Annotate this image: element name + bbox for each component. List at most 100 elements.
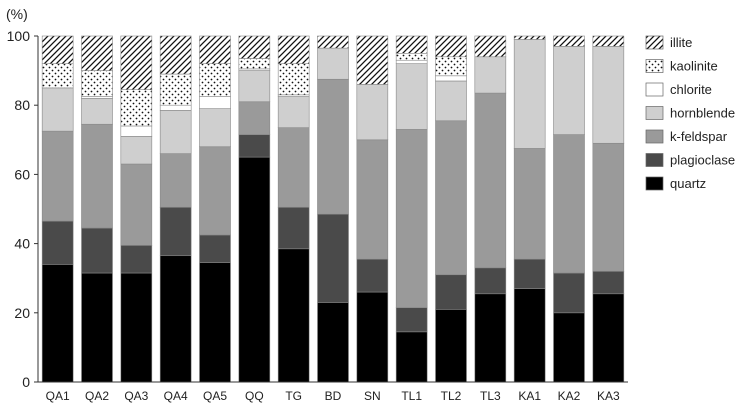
legend-swatch-k-feldspar [645, 129, 664, 144]
legend-swatch-plagioclase [645, 153, 664, 167]
bar-k-feldspar-QA3 [120, 163, 153, 246]
bar-k-feldspar-QA2 [81, 123, 113, 229]
x-tick-label: TG [285, 389, 302, 403]
bar-illite-SN [356, 35, 389, 85]
x-tick-label: KA3 [597, 389, 620, 403]
bar-k-feldspar-TL2 [435, 120, 467, 276]
bar-k-feldspar-QQ [238, 101, 271, 135]
x-tick-label: QA2 [85, 389, 109, 403]
bar-plagioclase-KA2 [553, 272, 585, 314]
bar-illite-QA3 [120, 35, 153, 90]
bar-hornblende-QA2 [81, 97, 113, 125]
bar-k-feldspar-QA5 [199, 146, 231, 236]
legend-label-quartz: quartz [670, 176, 706, 191]
legend: illite kaolinite chlorite hornblende k-felds… [645, 35, 735, 191]
bar-k-feldspar-TG [277, 127, 310, 208]
bar-kaolinite-TL1 [395, 52, 428, 61]
bar-quartz-QA4 [159, 255, 192, 383]
bar-hornblende-QA1 [41, 87, 74, 132]
bar-illite-QA4 [159, 35, 192, 75]
bar-plagioclase-TL3 [474, 267, 507, 295]
bar-chlorite-QA4 [159, 104, 192, 111]
bar-hornblende-TL3 [474, 56, 507, 94]
bar-quartz-KA2 [553, 312, 585, 383]
legend-swatch-chlorite [645, 82, 664, 97]
x-tick-label: KA1 [518, 389, 541, 403]
bar-plagioclase-QQ [238, 134, 271, 158]
bar-quartz-QA5 [199, 262, 231, 383]
bar-chlorite-TL1 [395, 59, 428, 64]
bar-plagioclase-KA3 [592, 270, 625, 295]
bar-quartz-QQ [238, 156, 271, 383]
bar-quartz-QA3 [120, 272, 153, 383]
x-tick-label: QA3 [124, 389, 148, 403]
y-axis-unit-label: (%) [6, 6, 28, 22]
x-tick-label: QA1 [46, 389, 70, 403]
bar-hornblende-TL2 [435, 80, 467, 122]
bar-kaolinite-QA2 [81, 70, 113, 97]
x-tick-label: TL1 [401, 389, 422, 403]
bar-kaolinite-QA5 [199, 63, 231, 97]
bar-hornblende-TL1 [395, 63, 428, 130]
y-tick-label: 0 [22, 374, 30, 390]
bar-illite-KA2 [553, 35, 585, 47]
bar-k-feldspar-KA3 [592, 142, 625, 272]
bar-quartz-KA1 [513, 288, 546, 383]
bar-hornblende-QA4 [159, 110, 192, 154]
x-tick-label: TL2 [441, 389, 462, 403]
legend-label-k-feldspar: k-feldspar [670, 129, 728, 144]
bar-hornblende-KA1 [513, 39, 546, 149]
bar-illite-KA3 [592, 35, 625, 47]
bar-plagioclase-TL1 [395, 307, 428, 333]
bar-quartz-QA1 [41, 264, 74, 383]
bar-k-feldspar-TL1 [395, 129, 428, 308]
x-tick-label: SN [364, 389, 381, 403]
bar-plagioclase-QA5 [199, 234, 231, 263]
bar-quartz-TG [277, 248, 310, 383]
legend-label-illite: illite [670, 35, 692, 50]
bar-illite-TL2 [435, 35, 467, 58]
bar-plagioclase-BD [317, 213, 349, 303]
bar-plagioclase-QA3 [120, 245, 153, 274]
bar-plagioclase-KA1 [513, 258, 546, 289]
bar-illite-QQ [238, 35, 271, 59]
bar-kaolinite-QA3 [120, 89, 153, 127]
bar-k-feldspar-BD [317, 78, 349, 215]
bar-chlorite-QA5 [199, 96, 231, 109]
bar-illite-BD [317, 35, 349, 49]
y-tick-label: 80 [14, 97, 30, 113]
x-tick-label: KA2 [558, 389, 581, 403]
bar-plagioclase-QA2 [81, 227, 113, 274]
bar-plagioclase-SN [356, 258, 389, 293]
bar-quartz-SN [356, 291, 389, 383]
x-tick-label: BD [325, 389, 342, 403]
axes-layer: QA1 QA2 QA3 QA4 QA5 QQ TG BD SN TL1 TL2 TL3 KA1 KA2 KA… [7, 28, 628, 403]
bar-kaolinite-TG [277, 63, 310, 96]
bar-quartz-TL2 [435, 309, 467, 383]
bar-k-feldspar-KA2 [553, 134, 585, 274]
bar-hornblende-KA2 [553, 46, 585, 135]
bar-quartz-TL1 [395, 331, 428, 383]
legend-label-hornblende: hornblende [670, 106, 735, 121]
bar-hornblende-KA3 [592, 46, 625, 144]
bar-illite-QA1 [41, 35, 74, 64]
bar-kaolinite-QA4 [159, 73, 192, 106]
bar-illite-QA2 [81, 35, 113, 71]
bar-chlorite-TL2 [435, 75, 467, 82]
bar-plagioclase-TL2 [435, 274, 467, 310]
legend-label-chlorite: chlorite [670, 82, 712, 97]
bar-plagioclase-QA4 [159, 206, 192, 257]
x-tick-label: QA5 [203, 389, 227, 403]
x-tick-label: QQ [245, 389, 264, 403]
bar-plagioclase-TG [277, 206, 310, 250]
y-tick-label: 20 [14, 305, 30, 321]
legend-label-kaolinite: kaolinite [670, 59, 718, 74]
bar-k-feldspar-TL3 [474, 92, 507, 269]
legend-label-plagioclase: plagioclase [670, 153, 735, 168]
y-tick-label: 40 [14, 236, 30, 252]
bar-hornblende-SN [356, 84, 389, 141]
bar-quartz-KA3 [592, 293, 625, 383]
bars-layer [41, 35, 625, 383]
